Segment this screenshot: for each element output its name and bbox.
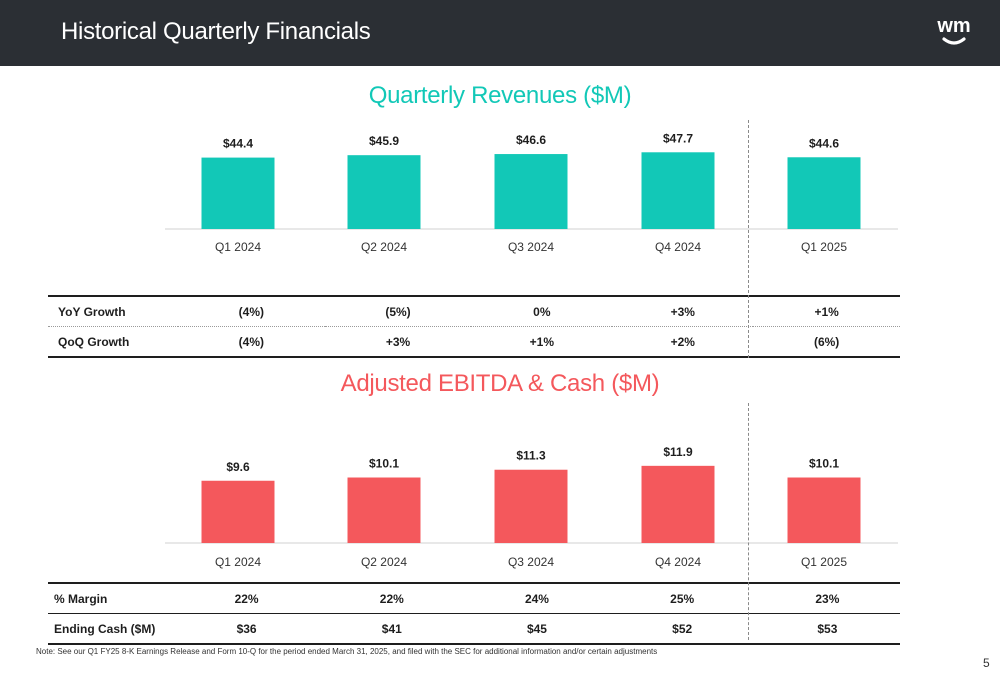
revenue-chart-title: Quarterly Revenues ($M): [368, 82, 632, 109]
tick-label: Q2 2024: [361, 240, 407, 254]
table-cell: (6%): [753, 326, 900, 358]
wm-logo: wm: [936, 15, 971, 45]
data-label: $9.6: [226, 460, 250, 474]
table-cell: +3%: [324, 326, 472, 358]
tick-label: Q1 2024: [215, 240, 261, 254]
bar: [201, 480, 275, 543]
bar: [787, 477, 861, 543]
tick-label: Q1 2024: [215, 555, 261, 569]
ebitda-bar-chart: $9.6 Q1 2024 $10.1 Q2 2024 $11.3 Q3 2024 $11.9…: [165, 445, 898, 569]
tick-label: Q4 2024: [655, 240, 701, 254]
table-cell: (4%): [178, 295, 325, 327]
data-label: $11.3: [516, 449, 546, 463]
table-cell: 25%: [609, 582, 755, 614]
table-row: QoQ Growth (4%) +3% +1% +2% (6%): [48, 326, 900, 358]
tick-label: Q1 2025: [801, 555, 847, 569]
table-cell: $36: [174, 613, 320, 645]
header-bar: Historical Quarterly Financials wm: [0, 0, 1000, 66]
table-cell: +3%: [612, 295, 754, 327]
table-cell: $52: [609, 613, 755, 645]
table-cell: 22%: [174, 582, 320, 614]
tick-label: Q3 2024: [508, 555, 554, 569]
bar: [347, 477, 421, 543]
logo-text: wm: [936, 15, 970, 37]
tick-label: Q1 2025: [801, 240, 847, 254]
revenue-growth-table: YoY Growth (4%) (5%) 0% +3% +1% QoQ Grow…: [48, 295, 900, 358]
table-cell: $41: [319, 613, 465, 645]
table-cell: 22%: [319, 582, 465, 614]
bar: [641, 465, 715, 543]
table-cell: (5%): [324, 295, 472, 327]
footnote: Note: See our Q1 FY25 8-K Earnings Relea…: [36, 647, 658, 656]
table-cell: 0%: [471, 295, 613, 327]
bar: [494, 469, 568, 543]
table-cell: +1%: [753, 295, 900, 327]
margin-label: % Margin: [48, 582, 174, 614]
table-cell: +1%: [471, 326, 613, 358]
table-cell: (4%): [178, 326, 325, 358]
table-row: % Margin 22% 22% 24% 25% 23%: [48, 582, 900, 614]
qoq-growth-label: QoQ Growth: [48, 326, 178, 358]
ebitda-chart-title: Adjusted EBITDA & Cash ($M): [340, 370, 660, 397]
table-cell: 24%: [464, 582, 610, 614]
table-row: Ending Cash ($M) $36 $41 $45 $52 $53: [48, 613, 900, 645]
bar: [201, 157, 275, 229]
data-label: $45.9: [369, 134, 399, 148]
page-number: 5: [983, 656, 990, 670]
data-label: $10.1: [369, 457, 399, 471]
table-cell: +2%: [612, 326, 754, 358]
forecast-divider-bottom: [748, 403, 749, 640]
data-label: $47.7: [663, 131, 693, 145]
bar: [347, 155, 421, 229]
table-row: YoY Growth (4%) (5%) 0% +3% +1%: [48, 295, 900, 327]
table-cell: $53: [754, 613, 900, 645]
data-label: $44.4: [223, 137, 253, 151]
ebitda-metrics-table: % Margin 22% 22% 24% 25% 23% Ending Cash…: [48, 582, 900, 645]
data-label: $44.6: [809, 136, 839, 150]
revenue-bar-chart: $44.4 Q1 2024 $45.9 Q2 2024 $46.6 Q3 2024 $47.…: [165, 131, 898, 254]
data-label: $11.9: [663, 445, 693, 459]
bar: [787, 157, 861, 229]
ending-cash-label: Ending Cash ($M): [48, 613, 174, 645]
tick-label: Q4 2024: [655, 555, 701, 569]
bar: [641, 152, 715, 229]
page-title: Historical Quarterly Financials: [61, 18, 371, 45]
forecast-divider-top: [748, 120, 749, 358]
tick-label: Q3 2024: [508, 240, 554, 254]
yoy-growth-label: YoY Growth: [48, 295, 178, 327]
tick-label: Q2 2024: [361, 555, 407, 569]
data-label: $46.6: [516, 133, 546, 147]
table-cell: 23%: [754, 582, 900, 614]
bar: [494, 154, 568, 229]
smile-arc-icon: [942, 37, 966, 45]
table-cell: $45: [464, 613, 610, 645]
data-label: $10.1: [809, 457, 839, 471]
